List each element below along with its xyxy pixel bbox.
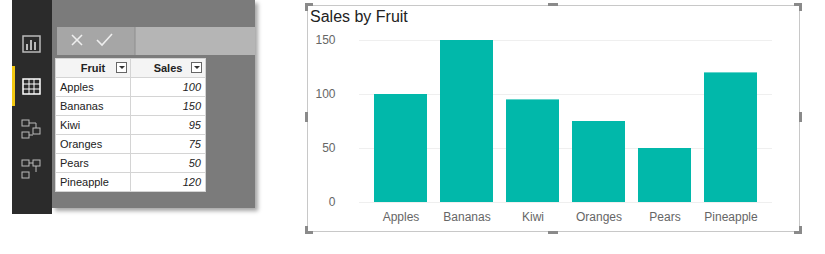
svg-text:150: 150 <box>315 33 335 47</box>
html-text:100: 100 <box>182 81 201 93</box>
html-text:120: 120 <box>182 176 201 188</box>
html-text:50: 50 <box>188 157 201 169</box>
html-text:Sales: Sales <box>153 62 183 74</box>
html-text:Oranges: Oranges <box>60 138 103 150</box>
svg-text:Apples: Apples <box>383 210 420 224</box>
svg-text:50: 50 <box>322 141 336 155</box>
html-text:Fruit: Fruit <box>80 62 106 74</box>
html-text:75: 75 <box>188 138 201 150</box>
html-text:Pears: Pears <box>60 157 89 169</box>
svg-text:Pears: Pears <box>649 210 680 224</box>
html-text:Pineapple: Pineapple <box>60 176 109 188</box>
html-text:Bananas: Bananas <box>60 100 104 112</box>
svg-text:Pineapple: Pineapple <box>704 210 758 224</box>
html-text:150: 150 <box>182 100 201 112</box>
svg-text:Kiwi: Kiwi <box>522 210 544 224</box>
html-text:Apples: Apples <box>60 81 94 93</box>
html-text:Kiwi: Kiwi <box>60 119 81 131</box>
html-text:Sales by Fruit: Sales by Fruit <box>310 8 408 25</box>
html-text:95: 95 <box>188 119 201 131</box>
svg-text:Bananas: Bananas <box>443 210 490 224</box>
svg-text:0: 0 <box>329 195 336 209</box>
svg-text:100: 100 <box>315 87 335 101</box>
svg-text:Oranges: Oranges <box>576 210 622 224</box>
